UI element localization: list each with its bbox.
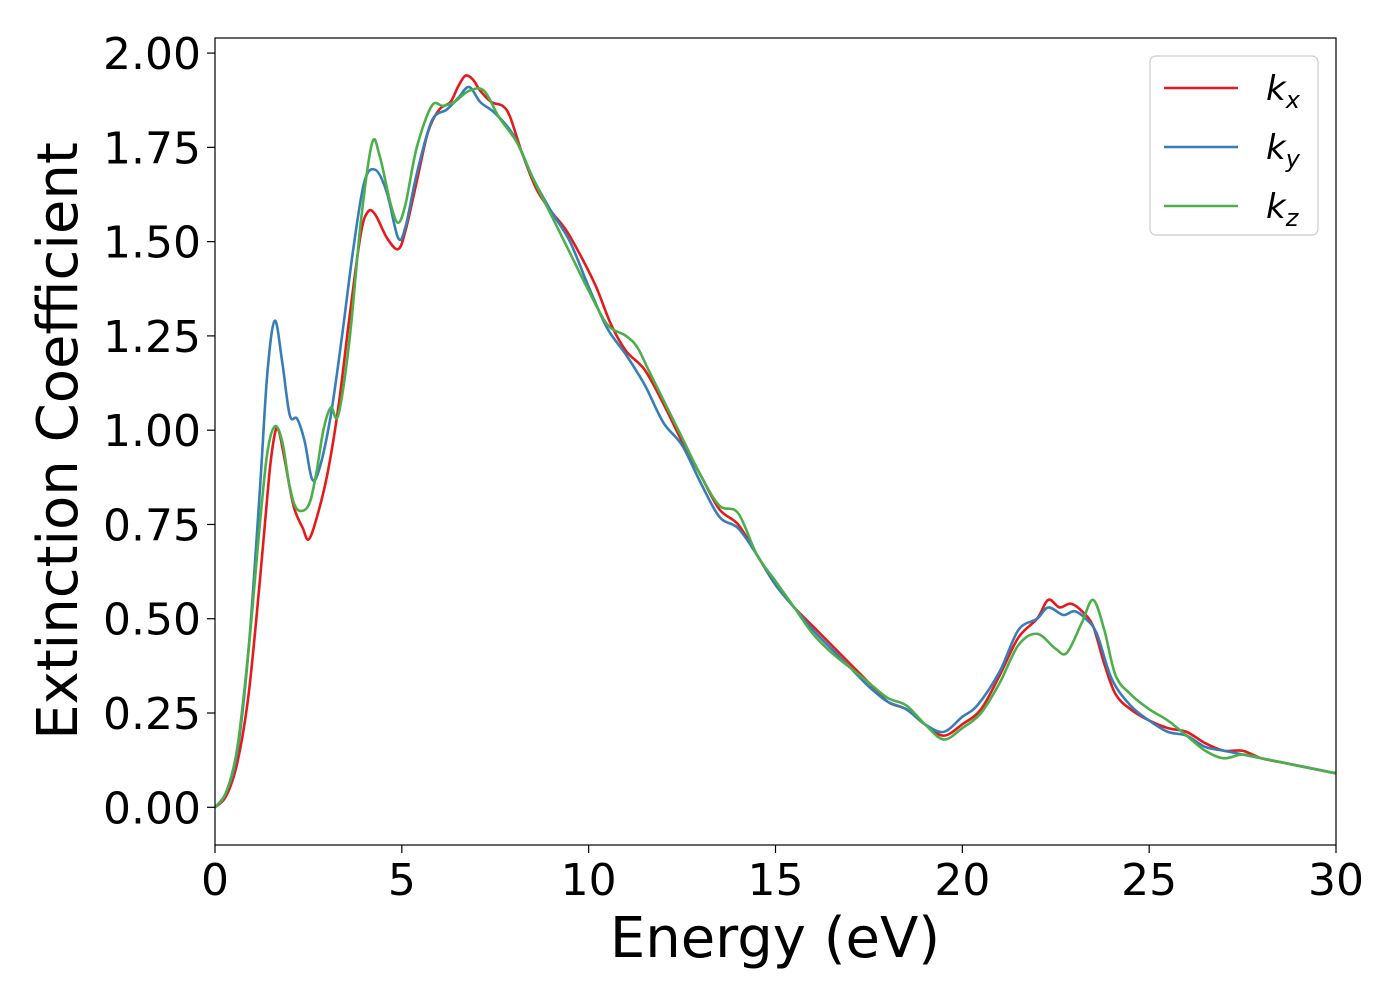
x-tick-label: 20 (934, 855, 990, 906)
x-axis-ticks: 0 5 10 15 20 25 30 (201, 845, 1364, 906)
series-layer (215, 74, 1336, 809)
y-tick-label: 1.25 (103, 312, 201, 363)
legend-label-k-x: kx (1266, 69, 1301, 114)
x-tick-label: 15 (748, 855, 804, 906)
legend: kx ky kz (1149, 55, 1319, 236)
x-tick-label: 25 (1121, 855, 1177, 906)
y-tick-label: 0.25 (103, 689, 201, 740)
series-line-k-z (215, 87, 1336, 809)
y-tick-label: 1.75 (103, 123, 201, 174)
x-tick-label: 30 (1308, 855, 1364, 906)
y-axis-title: Extinction Coefficient (26, 142, 91, 740)
y-tick-label: 1.00 (103, 406, 201, 457)
y-tick-label: 1.50 (103, 218, 201, 269)
legend-box (1149, 55, 1319, 236)
y-axis-ticks: 0.00 0.25 0.50 0.75 1.00 1.25 1.50 1.75 2.00 (103, 29, 215, 834)
y-tick-label: 0.75 (103, 500, 201, 551)
x-axis-title: Energy (eV) (610, 906, 940, 971)
y-tick-label: 0.50 (103, 595, 201, 646)
x-tick-label: 10 (561, 855, 617, 906)
x-tick-label: 0 (201, 855, 229, 906)
y-tick-label: 2.00 (103, 29, 201, 80)
x-tick-label: 5 (388, 855, 416, 906)
y-tick-label: 0.00 (103, 783, 201, 834)
legend-label-k-z: kz (1266, 187, 1300, 232)
legend-label-k-y: ky (1266, 128, 1301, 173)
